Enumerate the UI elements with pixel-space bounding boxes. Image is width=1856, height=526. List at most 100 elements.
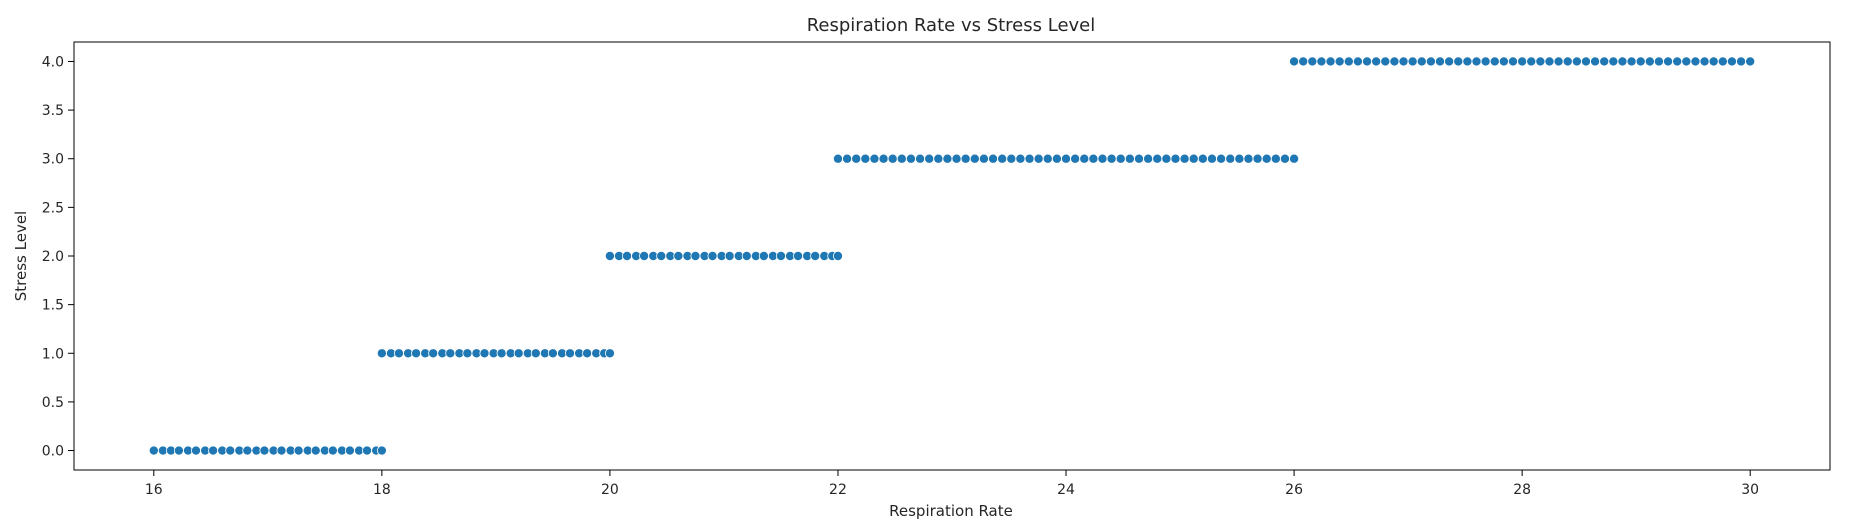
data-point — [1051, 153, 1062, 164]
data-point — [851, 153, 862, 164]
data-point — [951, 153, 962, 164]
y-tick-label: 3.0 — [42, 152, 64, 168]
data-point — [1599, 56, 1610, 67]
data-point — [1188, 153, 1199, 164]
data-point — [344, 445, 355, 456]
x-tick-label: 22 — [829, 482, 847, 498]
data-point — [1343, 56, 1354, 67]
data-point — [1498, 56, 1509, 67]
data-point — [1316, 56, 1327, 67]
data-point — [428, 348, 439, 359]
data-point — [1407, 56, 1418, 67]
data-point — [887, 153, 898, 164]
data-point — [479, 348, 490, 359]
data-point — [393, 348, 404, 359]
data-point — [1307, 56, 1318, 67]
x-tick-label: 20 — [601, 482, 619, 498]
data-point — [1106, 153, 1117, 164]
data-point — [1143, 153, 1154, 164]
data-point — [604, 348, 615, 359]
data-points — [148, 56, 1756, 456]
y-tick-label: 0.5 — [42, 395, 64, 411]
data-point — [411, 348, 422, 359]
data-point — [1562, 56, 1573, 67]
data-point — [1270, 153, 1281, 164]
plot-area-frame — [73, 41, 1831, 471]
data-point — [445, 348, 456, 359]
data-point — [860, 153, 871, 164]
data-point — [793, 250, 804, 261]
data-point — [1653, 56, 1664, 67]
data-point — [242, 445, 253, 456]
data-point — [1061, 153, 1072, 164]
data-point — [1608, 56, 1619, 67]
data-point — [673, 250, 684, 261]
data-point — [842, 153, 853, 164]
data-point — [1644, 56, 1655, 67]
data-point — [1580, 56, 1591, 67]
data-point — [988, 153, 999, 164]
x-tick-label: 26 — [1285, 482, 1303, 498]
data-point — [1334, 56, 1345, 67]
data-point — [1690, 56, 1701, 67]
data-point — [1279, 153, 1290, 164]
data-point — [1289, 56, 1300, 67]
data-point — [293, 445, 304, 456]
data-point — [1097, 153, 1108, 164]
data-point — [148, 445, 159, 456]
y-axis-ticks: 0.0 0.5 1.0 1.5 2.0 2.5 3.0 3.5 4.0 — [42, 54, 74, 460]
data-point — [933, 153, 944, 164]
data-point — [530, 348, 541, 359]
data-point — [1708, 56, 1719, 67]
data-point — [622, 250, 633, 261]
data-point — [1024, 153, 1035, 164]
data-point — [1444, 56, 1455, 67]
data-point — [869, 153, 880, 164]
y-tick-label: 1.5 — [42, 298, 64, 314]
data-point — [310, 445, 321, 456]
x-axis-label: Respiration Rate — [889, 502, 1013, 520]
data-point — [1425, 56, 1436, 67]
data-point — [1252, 153, 1263, 164]
data-point — [1206, 153, 1217, 164]
data-point — [741, 250, 752, 261]
data-point — [276, 445, 287, 456]
data-point — [1362, 56, 1373, 67]
data-point — [1489, 56, 1500, 67]
data-point — [1535, 56, 1546, 67]
data-point — [1717, 56, 1728, 67]
data-point — [758, 250, 769, 261]
data-point — [1134, 153, 1145, 164]
data-point — [1070, 153, 1081, 164]
data-point — [978, 153, 989, 164]
data-point — [1115, 153, 1126, 164]
y-axis-label: Stress Level — [12, 211, 30, 301]
data-point — [1508, 56, 1519, 67]
data-point — [604, 250, 615, 261]
data-point — [1736, 56, 1747, 67]
data-point — [582, 348, 593, 359]
data-point — [915, 153, 926, 164]
data-point — [1626, 56, 1637, 67]
data-point — [565, 348, 576, 359]
data-point — [496, 348, 507, 359]
data-point — [832, 153, 843, 164]
data-point — [1179, 153, 1190, 164]
y-tick-label: 2.0 — [42, 249, 64, 265]
data-point — [362, 445, 373, 456]
data-point — [1453, 56, 1464, 67]
data-point — [173, 445, 184, 456]
data-point — [1170, 153, 1181, 164]
data-point — [1325, 56, 1336, 67]
x-tick-label: 18 — [373, 482, 391, 498]
data-point — [1352, 56, 1363, 67]
data-point — [513, 348, 524, 359]
data-point — [1079, 153, 1090, 164]
data-point — [924, 153, 935, 164]
data-point — [1517, 56, 1528, 67]
x-axis-ticks: 16 18 20 22 24 26 28 30 — [145, 470, 1759, 498]
data-point — [1471, 56, 1482, 67]
data-point — [905, 153, 916, 164]
data-point — [1389, 56, 1400, 67]
data-point — [1243, 153, 1254, 164]
